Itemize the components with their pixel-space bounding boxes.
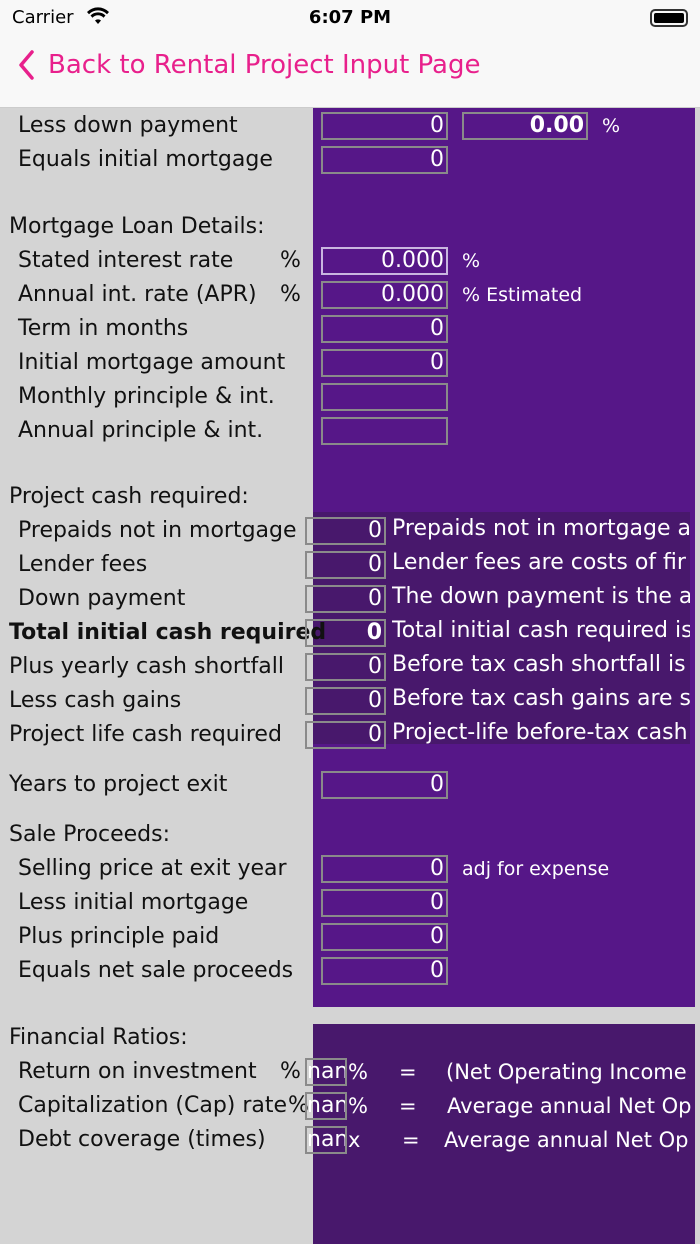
row-label: Return on investment [18,1059,257,1084]
unit-label: % [288,1093,309,1118]
row-label: Plus principle paid [18,924,220,949]
ratio-formula: Average annual Net Op [447,1094,692,1118]
value-field[interactable]: 0 [321,923,448,951]
ratio-field[interactable]: nan [305,1092,347,1120]
clock: 6:07 PM [308,7,392,28]
cash-note: Before tax cash shortfall is [392,652,686,677]
carrier-label: Carrier [12,7,74,28]
cash-field[interactable]: 0 [305,551,386,579]
cash-field[interactable]: 0 [305,619,386,647]
row-label: Equals initial mortgage [18,147,273,172]
cash-note: Project-life before-tax cash [392,720,688,745]
value-field[interactable]: 0 [321,146,448,174]
value-field[interactable]: 0 [321,771,448,799]
suffix-label: adj for expense [462,858,610,880]
row-label: Financial Ratios: [9,1025,188,1050]
cash-note: Lender fees are costs of fir [392,550,686,575]
row-label: Total initial cash required [9,620,327,645]
row-label: Project cash required: [9,484,249,509]
cash-note: Before tax cash gains are s [392,686,690,711]
unit-label: % [280,282,301,307]
battery-icon [650,9,688,27]
row-label: Less cash gains [9,688,182,713]
value-field[interactable]: 0.000 [321,247,448,275]
ratio-field[interactable]: nan [305,1058,347,1086]
suffix-label: % [462,250,481,272]
row-label: Mortgage Loan Details: [9,214,265,239]
value-field[interactable] [321,417,448,445]
row-label: Prepaids not in mortgage [18,518,297,543]
row-label: Years to project exit [9,772,228,797]
equals-sign: = [399,1094,417,1118]
cash-note: Total initial cash required is [392,618,690,643]
value-field[interactable]: 0 [321,957,448,985]
row-label: Annual principle & int. [18,418,264,443]
percent-field[interactable]: 0.00 [462,112,588,140]
equals-sign: = [399,1060,417,1084]
navigation-bar: Back to Rental Project Input Page [0,36,700,108]
unit-label: % [280,248,301,273]
row-label: Plus yearly cash shortfall [9,654,284,679]
status-bar: Carrier 6:07 PM [0,0,700,36]
row-label: Monthly principle & int. [18,384,275,409]
cash-note: Prepaids not in mortgage a [392,516,690,541]
value-field[interactable]: 0 [321,112,448,140]
ratio-formula: Average annual Net Op [444,1128,689,1152]
back-button[interactable]: Back to Rental Project Input Page [18,50,481,80]
unit-label: % [280,1059,301,1084]
value-field[interactable]: 0 [321,315,448,343]
cash-field[interactable]: 0 [305,585,386,613]
value-field[interactable] [321,383,448,411]
ratio-suffix: % [348,1060,368,1084]
ratio-field[interactable]: nan [305,1126,347,1154]
row-label: Term in months [18,316,189,341]
row-label: Less down payment [18,113,238,138]
equals-sign: = [402,1128,420,1152]
ratio-suffix: x [348,1128,361,1152]
back-label: Back to Rental Project Input Page [48,50,481,80]
ratio-formula: (Net Operating Income [446,1060,687,1084]
row-label: Less initial mortgage [18,890,249,915]
row-label: Lender fees [18,552,148,577]
cash-field[interactable]: 0 [305,653,386,681]
wifi-icon [87,7,109,24]
cash-field[interactable]: 0 [305,721,386,749]
value-field[interactable]: 0 [321,889,448,917]
row-label: Initial mortgage amount [18,350,286,375]
row-label: Project life cash required [9,722,282,747]
ratios-panel [313,1024,695,1244]
value-field[interactable]: 0 [321,349,448,377]
cash-required-band [313,512,690,744]
suffix-label: % Estimated [462,284,583,306]
ratio-suffix: % [348,1094,368,1118]
row-label: Annual int. rate (APR) [18,282,257,307]
value-field[interactable]: 0 [321,855,448,883]
cash-note: The down payment is the a [392,584,690,609]
row-label: Stated interest rate [18,248,234,273]
cash-field[interactable]: 0 [305,687,386,715]
row-label: Capitalization (Cap) rate [18,1093,288,1118]
row-label: Debt coverage (times) [18,1127,266,1152]
value-field[interactable]: 0.000 [321,281,448,309]
suffix-label: % [602,115,621,137]
chevron-left-icon [19,50,34,80]
row-label: Equals net sale proceeds [18,958,294,983]
row-label: Sale Proceeds: [9,822,170,847]
cash-field[interactable]: 0 [305,517,386,545]
row-label: Down payment [18,586,186,611]
row-label: Selling price at exit year [18,856,287,881]
